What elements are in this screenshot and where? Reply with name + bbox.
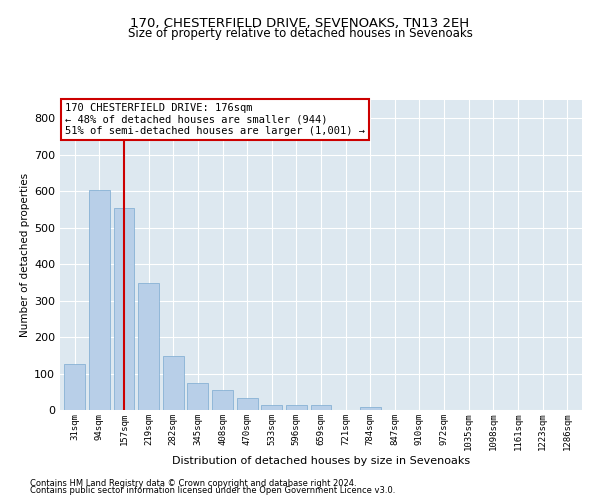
Text: 170, CHESTERFIELD DRIVE, SEVENOAKS, TN13 2EH: 170, CHESTERFIELD DRIVE, SEVENOAKS, TN13… [130,18,470,30]
Y-axis label: Number of detached properties: Number of detached properties [20,173,30,337]
Bar [113,208,134,410]
Bar [311,406,331,410]
X-axis label: Distribution of detached houses by size in Sevenoaks: Distribution of detached houses by size … [172,456,470,466]
Text: Contains HM Land Registry data © Crown copyright and database right 2024.: Contains HM Land Registry data © Crown c… [30,478,356,488]
Bar [360,408,381,410]
Bar [286,406,307,410]
Bar [64,364,85,410]
Bar [138,283,159,410]
Bar [236,398,257,410]
Bar [261,404,282,410]
Text: 170 CHESTERFIELD DRIVE: 176sqm
← 48% of detached houses are smaller (944)
51% of: 170 CHESTERFIELD DRIVE: 176sqm ← 48% of … [65,103,365,136]
Text: Contains public sector information licensed under the Open Government Licence v3: Contains public sector information licen… [30,486,395,495]
Bar [89,190,110,410]
Bar [187,382,208,410]
Bar [212,390,233,410]
Text: Size of property relative to detached houses in Sevenoaks: Size of property relative to detached ho… [128,28,472,40]
Bar [163,356,184,410]
